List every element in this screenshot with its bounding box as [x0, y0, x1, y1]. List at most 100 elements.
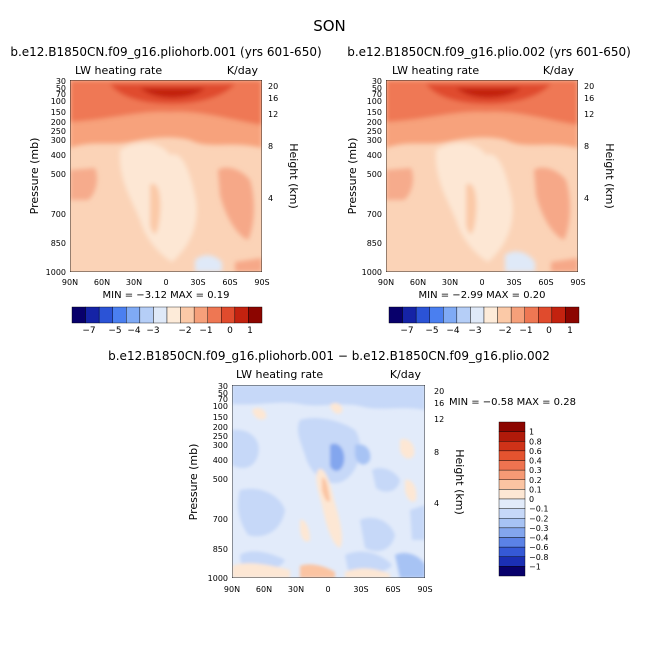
colorbar-labels-top-right: −7 −5 −4 −3 −2 −1 0 1 [400, 326, 573, 336]
colorbar-swatch [498, 566, 526, 577]
colorbar-swatch [126, 306, 141, 324]
colorbar-swatch [207, 306, 222, 324]
stats-label: MIN = −2.99 MAX = 0.20 [419, 290, 546, 301]
colorbar-swatch [498, 489, 526, 500]
heatmap-field [386, 80, 578, 272]
x-tick-label: 90N [224, 585, 240, 594]
panel-top-left: b.e12.B1850CN.f09_g16.pliohorb.001 (yrs … [10, 45, 321, 336]
y-tick-label: 1000 [46, 268, 66, 277]
colorbar-swatch [498, 431, 526, 442]
colorbar-swatch [498, 546, 526, 557]
x-tick-label: 60S [538, 278, 553, 287]
colorbar-label: 1 [247, 326, 253, 336]
y-tick-label: 400 [213, 456, 228, 465]
y-tick-label: 500 [51, 170, 66, 179]
colorbar-swatch [98, 306, 113, 324]
y-tick-label: 250 [367, 127, 382, 136]
y-tick-label: 200 [213, 423, 228, 432]
colorbar-swatch [498, 537, 526, 548]
colorbar-label: −0.8 [529, 553, 548, 562]
colorbar-swatch [497, 306, 512, 324]
y-axis-label: Pressure (mb) [187, 444, 200, 521]
x-tick-label: 30N [126, 278, 142, 287]
y-tick-label: 400 [51, 151, 66, 160]
y-tick-label: 850 [51, 239, 66, 248]
stats-label: MIN = −0.58 MAX = 0.28 [449, 397, 576, 408]
x-tick-label: 30N [288, 585, 304, 594]
colorbar-swatch [456, 306, 471, 324]
colorbar-swatch [166, 306, 181, 324]
panel-units-label: K/day [227, 64, 259, 77]
y2-axis-label: Height (km) [453, 449, 466, 515]
colorbar-label: 0.4 [529, 457, 542, 466]
y-tick-label: 700 [367, 210, 382, 219]
y-tick-label: 300 [213, 441, 228, 450]
panel-units-label: K/day [543, 64, 575, 77]
colorbar-swatch [234, 306, 249, 324]
y2-tick-label: 8 [584, 142, 589, 151]
colorbar-label: −2 [178, 326, 191, 336]
colorbar-label: −1 [519, 326, 532, 336]
colorbar-swatch [415, 306, 430, 324]
colorbar-swatch [180, 306, 195, 324]
panel-bottom: b.e12.B1850CN.f09_g16.pliohorb.001 − b.e… [108, 349, 576, 594]
colorbar-label: −0.2 [529, 514, 548, 523]
colorbar-swatch [193, 306, 208, 324]
colorbar-label: −3 [146, 326, 159, 336]
colorbar-swatch [85, 306, 100, 324]
colorbar-swatch [153, 306, 168, 324]
x-tick-label: 60N [410, 278, 426, 287]
colorbar-label: −5 [108, 326, 121, 336]
panel-variable-label: LW heating rate [75, 64, 162, 77]
y-tick-label: 400 [367, 151, 382, 160]
colorbar-label: −0.3 [529, 524, 548, 533]
x-axis-ticks: 90N 60N 30N 0 30S 60S 90S [378, 278, 586, 287]
colorbar-bottom [498, 421, 526, 577]
y-tick-label: 30 [56, 77, 66, 86]
y-axis-ticks: 30 50 70 100 150 200 250 300 400 500 700… [46, 77, 66, 277]
colorbar-label: −1 [199, 326, 212, 336]
colorbar-swatch [498, 556, 526, 567]
colorbar-label: 0.2 [529, 476, 542, 485]
y-tick-label: 250 [51, 127, 66, 136]
x-tick-label: 0 [325, 585, 330, 594]
colorbar-swatch [498, 498, 526, 509]
x-tick-label: 90S [570, 278, 585, 287]
y2-tick-label: 16 [268, 94, 278, 103]
y-tick-label: 500 [367, 170, 382, 179]
colorbar-swatch [510, 306, 525, 324]
y-axis-label: Pressure (mb) [346, 138, 359, 215]
colorbar-swatch [498, 479, 526, 490]
y2-tick-label: 20 [434, 387, 444, 396]
colorbar-swatch [443, 306, 458, 324]
panel-case-title: b.e12.B1850CN.f09_g16.pliohorb.001 (yrs … [10, 45, 321, 59]
x-tick-label: 60N [256, 585, 272, 594]
colorbar-swatch [498, 469, 526, 480]
panel-variable-label: LW heating rate [236, 368, 323, 381]
colorbar-label: 0 [529, 495, 534, 504]
colorbar-swatch [221, 306, 236, 324]
colorbar-swatch [470, 306, 485, 324]
colorbar-label: −4 [127, 326, 141, 336]
y-tick-label: 1000 [362, 268, 382, 277]
panel-variable-label: LW heating rate [392, 64, 479, 77]
colorbar-label: −2 [498, 326, 511, 336]
colorbar-swatch [498, 460, 526, 471]
x-tick-label: 30S [506, 278, 521, 287]
colorbar-labels-top-left: −7 −5 −4 −3 −2 −1 0 1 [82, 326, 253, 336]
y-tick-label: 150 [51, 108, 66, 117]
colorbar-swatch [524, 306, 539, 324]
colorbar-label: 1 [567, 326, 573, 336]
colorbar-swatch [498, 527, 526, 538]
y2-tick-label: 4 [584, 194, 589, 203]
x-tick-label: 30S [353, 585, 368, 594]
y-tick-label: 500 [213, 475, 228, 484]
y-tick-label: 50 [372, 84, 382, 93]
y2-tick-label: 20 [268, 82, 278, 91]
y2-tick-label: 4 [434, 499, 439, 508]
x-tick-label: 90S [254, 278, 269, 287]
colorbar-swatch [565, 306, 580, 324]
y-axis-ticks: 30 50 70 100 150 200 250 300 400 500 700… [208, 382, 228, 583]
y-tick-label: 70 [56, 90, 66, 99]
colorbar-swatch [248, 306, 263, 324]
